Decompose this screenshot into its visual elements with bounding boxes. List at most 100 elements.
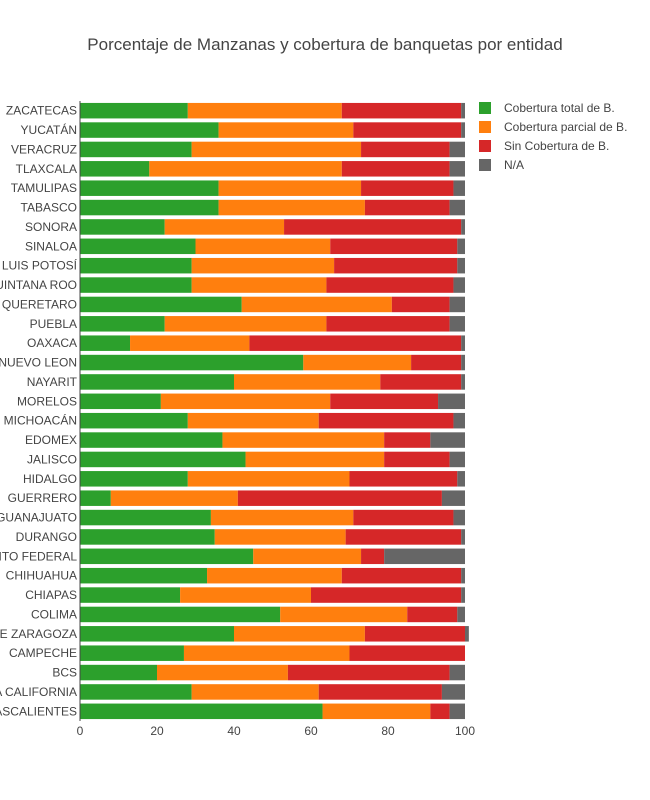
bar-segment (80, 257, 192, 274)
x-tick-labels: 0 20 40 60 80 100 (77, 724, 476, 738)
bar-segment (461, 529, 465, 545)
bar-segment (345, 529, 462, 545)
bar-segment (80, 238, 196, 255)
bar-segment (80, 645, 184, 661)
bar-segment (457, 471, 465, 487)
y-tick-label: SAN LUIS POTOSÍ (0, 258, 78, 273)
y-tick-label: MICHOACÁN (4, 413, 77, 428)
x-tick-label: 100 (455, 724, 475, 738)
bar-segment (249, 335, 462, 351)
bar-segment (237, 490, 442, 506)
bar-segment (80, 102, 188, 119)
y-tick-label: YUCATÁN (21, 122, 77, 137)
x-tick-label: 80 (381, 724, 395, 738)
bar-segment (461, 122, 465, 138)
bar-segment (341, 161, 450, 177)
bar-segment (380, 374, 462, 390)
bar-segment (461, 102, 465, 119)
bar-segment (164, 219, 285, 235)
y-tick-label: DISTRITO FEDERAL (0, 549, 77, 563)
bar-segment (218, 180, 362, 196)
bar-segment (449, 664, 465, 681)
bar-segment (80, 393, 161, 410)
bar-segment (80, 374, 234, 390)
y-tick-label: ZACATECAS (6, 104, 77, 118)
y-tick-label: GUANAJUATO (0, 511, 77, 525)
bar-segment (187, 102, 342, 119)
bar-segment (353, 509, 454, 526)
bar-segment (461, 219, 465, 235)
legend-label: Cobertura total de B. (504, 101, 615, 115)
y-tick-label: COLIMA (31, 607, 77, 621)
bar-segment (449, 296, 465, 313)
y-tick-label: NUEVO LEON (0, 356, 77, 370)
bar-segment (453, 509, 465, 526)
bar-segment (364, 199, 450, 216)
bar-segment (311, 587, 462, 603)
y-tick-label: TLAXCALA (16, 162, 77, 176)
bar-segment (80, 587, 181, 603)
bar-segment (453, 412, 465, 429)
bar-segment (341, 102, 462, 119)
bar-segment (195, 238, 331, 255)
bar-segment (353, 122, 462, 138)
bar-segment (457, 257, 465, 274)
bar-segment (449, 703, 465, 720)
bar-segment (183, 645, 350, 661)
bar-segment (330, 393, 439, 410)
bar-segment (449, 141, 465, 158)
bar-segment (157, 664, 288, 681)
bar-segment (318, 412, 454, 429)
legend-swatch (479, 159, 491, 171)
bar-segment (187, 471, 350, 487)
bar-segment (449, 199, 465, 216)
legend-swatch (479, 121, 491, 133)
bar-segment (80, 529, 215, 545)
y-tick-label: CHIAPAS (25, 588, 77, 602)
bar-segment (80, 412, 188, 429)
legend-label: Sin Cobertura de B. (504, 139, 609, 153)
y-tick-label: CHIHUAHUA (6, 569, 77, 583)
y-tick-label: BAJA CALIFORNIA (0, 685, 77, 699)
bar-segment (280, 606, 408, 623)
bar-segment (80, 567, 208, 584)
bar-segment (303, 354, 412, 371)
bar-segment (80, 161, 150, 177)
y-tick-label: VERACRUZ (11, 142, 77, 156)
y-tick-label: QUERETARO (2, 297, 77, 311)
bar-segment (318, 684, 442, 700)
bar-segment (80, 180, 219, 196)
bar-segment (234, 374, 381, 390)
y-tick-label: BCS (52, 666, 77, 680)
bar-segment (218, 122, 354, 138)
bar-segment (180, 587, 311, 603)
bar-segment (461, 567, 465, 584)
bar-segment (361, 548, 385, 565)
bar-segment (391, 296, 450, 313)
bar-segment (330, 238, 458, 255)
x-tick-label: 60 (304, 724, 318, 738)
bar-segment (222, 432, 385, 448)
y-tick-label: GUERRERO (8, 491, 77, 505)
bar-segment (80, 606, 281, 623)
bar-segment (187, 412, 319, 429)
bar-segment (364, 626, 465, 642)
bar-segment (149, 161, 342, 177)
bar-segment (322, 703, 431, 720)
chart-title: Porcentaje de Manzanas y cobertura de ba… (87, 35, 562, 54)
x-tick-label: 40 (227, 724, 241, 738)
bar-segment (80, 219, 165, 235)
bar-segment (334, 257, 458, 274)
bars-group (80, 102, 469, 720)
bar-segment (80, 122, 219, 138)
y-tick-label: AGUASCALIENTES (0, 704, 77, 718)
bar-segment (218, 199, 365, 216)
bar-segment (80, 490, 111, 506)
bar-segment (430, 703, 450, 720)
bar-segment (361, 180, 454, 196)
legend-label: Cobertura parcial de B. (504, 120, 627, 134)
bar-segment (284, 219, 462, 235)
bar-segment (384, 548, 465, 565)
bar-segment (441, 490, 465, 506)
bar-segment (441, 684, 465, 700)
